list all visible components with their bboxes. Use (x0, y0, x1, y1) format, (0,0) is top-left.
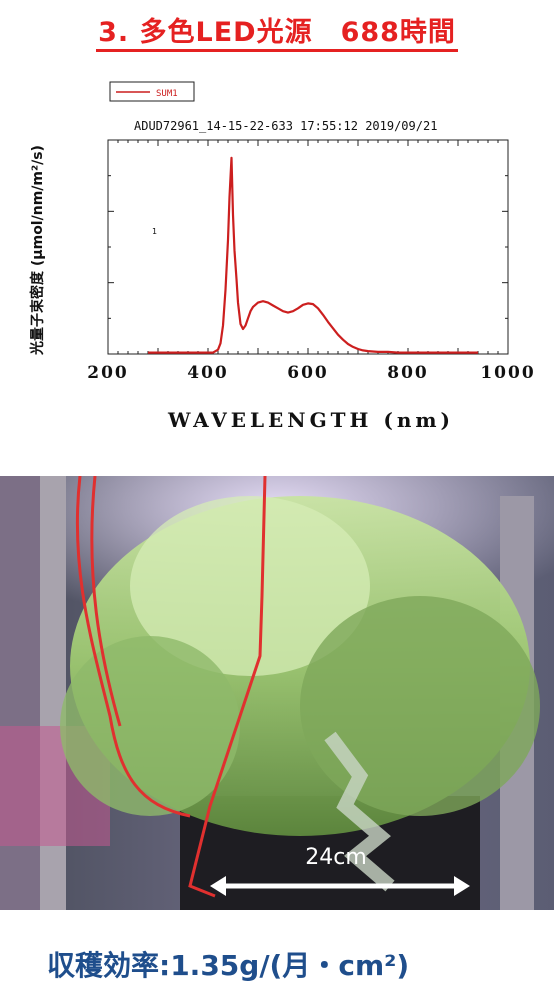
x-tick-labels: 200 400 600 800 1000 (87, 363, 535, 383)
plant-photo: 24cm (0, 476, 554, 910)
x-tick-label: 1000 (480, 363, 535, 383)
x-tick-label: 600 (287, 363, 329, 383)
x-tick-label: 800 (387, 363, 429, 383)
scale-label: 24cm (305, 845, 367, 870)
legend-entry: SUM1 (156, 89, 178, 99)
y-annotation: 1 (152, 227, 157, 236)
series-line-sum1 (148, 156, 478, 354)
plant-photo-illustration: 24cm (0, 476, 554, 910)
legend: SUM1 (109, 81, 195, 102)
legend-box (109, 81, 195, 102)
x-axis-label: WAVELENGTH (nm) (167, 408, 454, 432)
ticks (107, 139, 509, 355)
x-tick-label: 200 (87, 363, 129, 383)
harvest-efficiency: 収穫効率:1.35g/(月・cm²) (47, 949, 410, 982)
x-tick-label: 400 (187, 363, 229, 383)
y-axis-label: 光量子束密度 (μmol/nm/m²/s) (29, 145, 46, 356)
plot-frame (107, 139, 509, 355)
page-title: 3. 多色LED光源 688時間 (0, 10, 554, 52)
spectrum-chart: SUM1 ADUD72961_14-15-22-633 17:55:12 201… (29, 81, 535, 432)
chart-header: ADUD72961_14-15-22-633 17:55:12 2019/09/… (134, 119, 437, 133)
